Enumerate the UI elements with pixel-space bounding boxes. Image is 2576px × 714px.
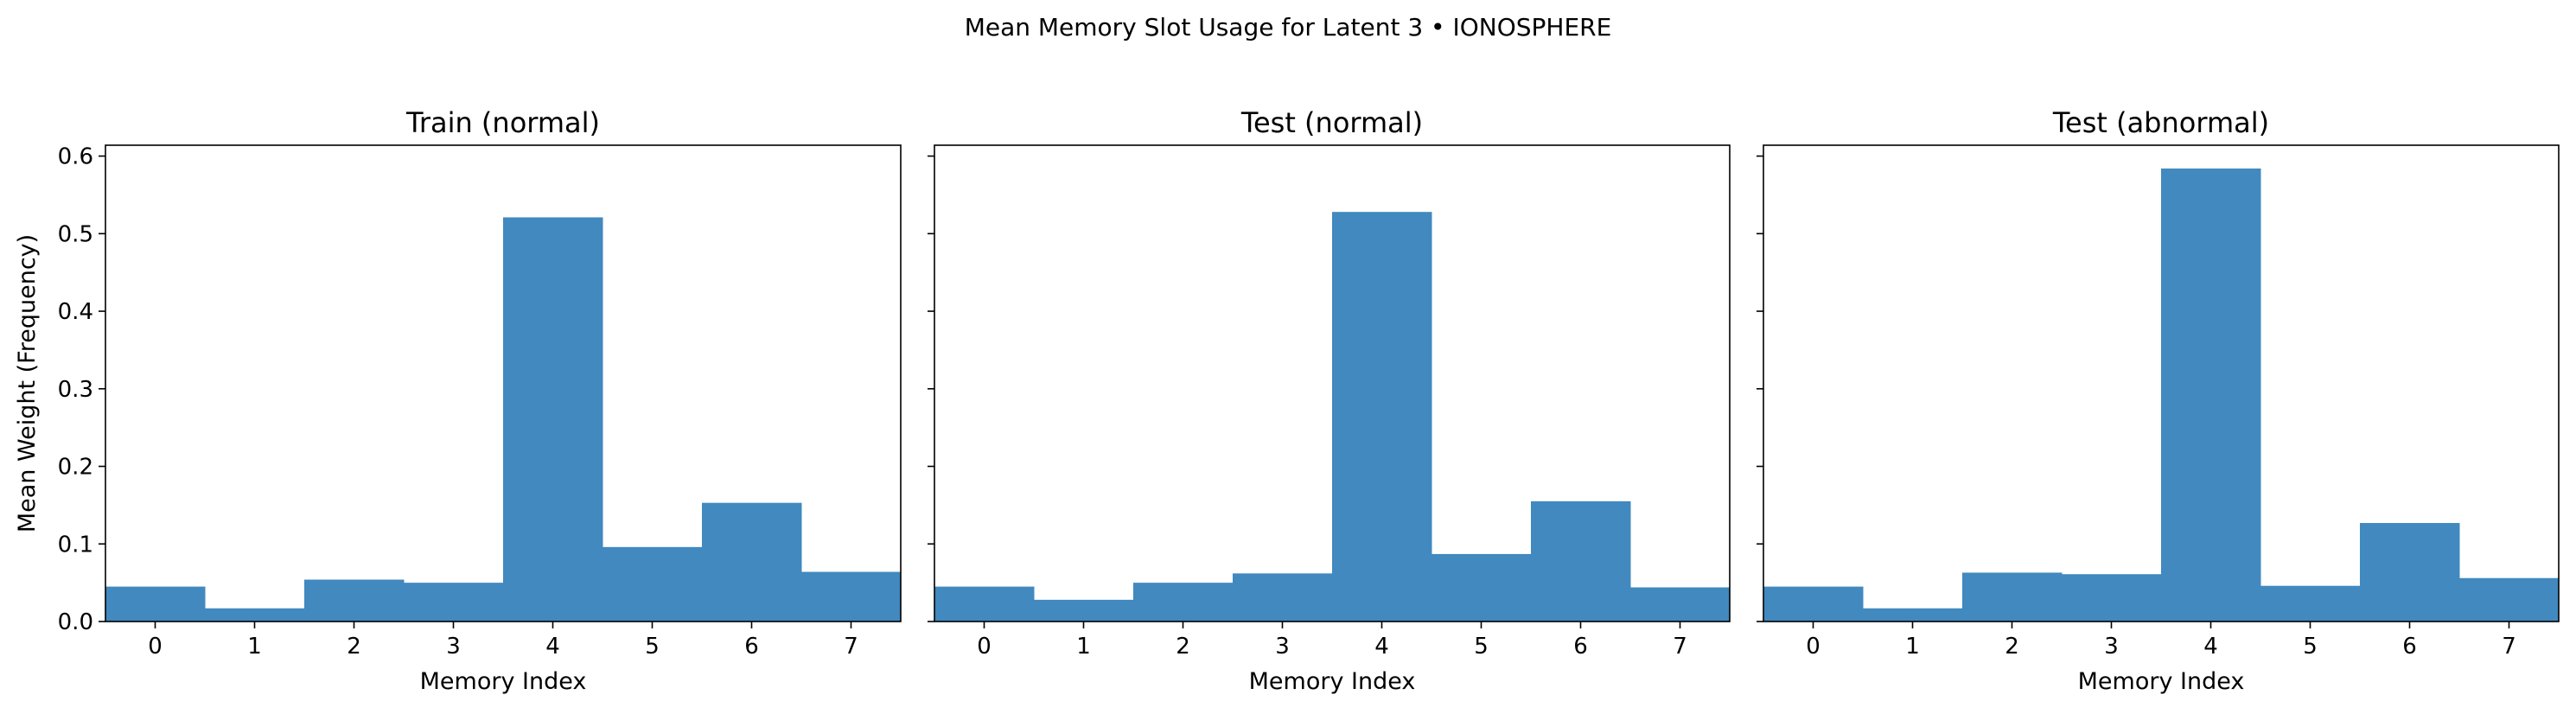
x-tick-label: 1 (1076, 634, 1091, 660)
panel-title: Test (abnormal) (2052, 106, 2269, 139)
bar-1 (1863, 608, 1963, 622)
bar-4 (2161, 168, 2261, 622)
bar-0 (934, 586, 1035, 622)
x-axis-label: Memory Index (2078, 668, 2245, 695)
x-tick-label: 3 (2104, 634, 2119, 660)
bar-6 (2360, 523, 2460, 622)
x-tick-label: 1 (1905, 634, 1920, 660)
figure-title: Mean Memory Slot Usage for Latent 3 • IO… (965, 13, 1612, 41)
bar-2 (1133, 583, 1234, 622)
x-axis-label: Memory Index (1249, 668, 1416, 695)
chart-panels: Train (normal) 0 1 2 3 4 5 6 7 0.0 0.1 0.2 0.3 0.4 0.5… (14, 106, 2560, 695)
panel-title: Test (normal) (1240, 106, 1423, 139)
x-tick-label: 2 (347, 634, 361, 660)
x-tick-label: 5 (645, 634, 660, 660)
x-tick-label: 7 (844, 634, 858, 660)
x-tick-label: 4 (2203, 634, 2218, 660)
y-tick-label: 0.0 (58, 609, 93, 635)
x-tick-label: 4 (1374, 634, 1389, 660)
x-tick-label: 1 (247, 634, 262, 660)
y-tick-label: 0.3 (58, 377, 93, 403)
bar-7 (1630, 587, 1731, 622)
y-axis-label: Mean Weight (Frequency) (14, 234, 41, 532)
y-tick-label: 0.5 (58, 221, 93, 247)
x-tick-label: 6 (1573, 634, 1588, 660)
y-tick-label: 0.1 (58, 532, 93, 558)
axes-frame (105, 144, 902, 622)
chart-panel-2: Test (abnormal) 0 1 2 3 4 5 6 7 Memory Index (1757, 106, 2560, 695)
x-tick-label: 7 (1673, 634, 1687, 660)
x-axis-label: Memory Index (420, 668, 587, 695)
x-tick-label: 3 (1275, 634, 1290, 660)
bar-1 (205, 608, 305, 622)
bar-0 (1763, 586, 1864, 622)
x-tick-label: 6 (744, 634, 759, 660)
x-tick-label: 5 (2303, 634, 2318, 660)
x-tick-label: 3 (446, 634, 461, 660)
bar-1 (1034, 599, 1134, 622)
bar-5 (603, 546, 703, 622)
x-tick-label: 5 (1474, 634, 1489, 660)
panel-title: Train (normal) (405, 106, 600, 139)
bar-4 (503, 217, 603, 622)
axes-frame (1763, 144, 2560, 622)
bar-5 (1431, 553, 1532, 622)
x-tick-label: 6 (2402, 634, 2417, 660)
bar-3 (1233, 573, 1333, 622)
bar-2 (304, 579, 405, 622)
y-tick-label: 0.2 (58, 455, 93, 481)
y-tick-label: 0.4 (58, 299, 93, 325)
bar-3 (404, 583, 504, 622)
x-tick-label: 0 (148, 634, 163, 660)
x-tick-label: 0 (1806, 634, 1820, 660)
axes-frame (934, 144, 1731, 622)
bar-6 (702, 502, 802, 622)
x-tick-label: 2 (2005, 634, 2019, 660)
chart-panel-1: Test (normal) 0 1 2 3 4 5 6 7 Memory Index (928, 106, 1731, 695)
bar-4 (1332, 212, 1432, 622)
y-tick-label: 0.6 (58, 144, 93, 170)
x-tick-label: 2 (1176, 634, 1190, 660)
bar-7 (801, 571, 902, 622)
x-tick-label: 7 (2502, 634, 2516, 660)
bar-7 (2459, 577, 2560, 622)
x-tick-label: 0 (977, 634, 992, 660)
bar-6 (1531, 500, 1631, 622)
bar-5 (2260, 585, 2361, 622)
bar-2 (1962, 572, 2063, 622)
bar-0 (105, 586, 206, 622)
chart-panel-0: Train (normal) 0 1 2 3 4 5 6 7 0.0 0.1 0.2 0.3 0.4 0.5… (14, 106, 902, 695)
x-tick-label: 4 (545, 634, 560, 660)
bar-3 (2062, 574, 2162, 622)
